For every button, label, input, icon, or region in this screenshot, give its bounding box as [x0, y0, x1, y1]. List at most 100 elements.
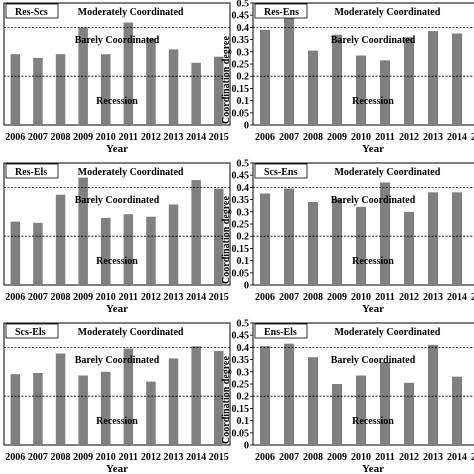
x-tick-label: 2006 [255, 452, 275, 463]
bar [404, 211, 415, 285]
x-tick-label: 2006 [5, 452, 25, 463]
panel-label-box [254, 3, 308, 19]
y-tick-label: 0 [244, 281, 249, 292]
x-axis-label: Year [106, 143, 128, 155]
band-label: Recession [352, 96, 394, 107]
x-tick-label: 2015 [471, 292, 474, 303]
bar [55, 54, 66, 126]
y-tick-label: 0.1 [237, 256, 250, 267]
x-tick-label: 2007 [28, 292, 48, 303]
x-tick-label: 2012 [141, 132, 161, 143]
x-tick-label: 2014 [447, 292, 467, 303]
y-tick-label: 0.05 [232, 428, 250, 439]
x-tick-label: 2015 [209, 132, 229, 143]
x-tick-label: 2008 [51, 452, 71, 463]
band-label: Recession [96, 416, 138, 427]
y-axis-label: Coordination degree [221, 196, 232, 284]
x-tick-label: 2008 [51, 292, 71, 303]
bar [214, 188, 224, 285]
chart-panel: Recession Barely Coordinated Moderately Co… [221, 159, 474, 315]
x-tick-label: 2009 [327, 292, 347, 303]
bar [260, 346, 271, 445]
y-tick-label: 0.05 [232, 108, 250, 119]
bar [10, 54, 21, 126]
x-tick-label: 2009 [327, 452, 347, 463]
y-tick-label: 0 [244, 121, 249, 132]
x-tick-label: 2013 [423, 452, 443, 463]
x-axis-label: Year [362, 463, 384, 474]
y-tick-label: 0.45 [232, 171, 250, 182]
y-axis-label: Coordination degree [221, 356, 232, 444]
bar [260, 193, 271, 285]
y-tick-label: 0 [244, 441, 249, 452]
bar [428, 345, 439, 445]
y-tick-label: 0.35 [232, 195, 250, 206]
y-tick-label: 0.05 [232, 268, 250, 279]
y-tick-label: 0.15 [232, 404, 250, 415]
y-tick-label: 0.25 [232, 60, 250, 71]
x-tick-label: 2011 [119, 132, 138, 143]
bar [428, 192, 439, 285]
band-label: Recession [352, 416, 394, 427]
bar [146, 216, 156, 285]
x-tick-label: 2006 [255, 132, 275, 143]
bar [101, 371, 111, 445]
bar [78, 177, 88, 285]
band-label: Moderately Coordinated [78, 167, 184, 178]
y-tick-label: 0.1 [237, 416, 250, 427]
x-tick-label: 2010 [351, 132, 371, 143]
x-tick-label: 2011 [119, 292, 138, 303]
plot-frame [3, 322, 231, 446]
y-tick-label: 0.4 [237, 343, 250, 354]
chart-panel: Recession Barely Coordinated Moderately Co… [3, 2, 231, 155]
bar [308, 202, 319, 285]
band-label: Recession [352, 256, 394, 267]
x-tick-label: 2014 [447, 452, 467, 463]
x-tick-label: 2013 [164, 292, 184, 303]
x-tick-label: 2008 [303, 132, 323, 143]
y-tick-label: 0.25 [232, 380, 250, 391]
bar [356, 55, 367, 125]
x-axis-label: Year [106, 303, 128, 315]
chart-panel: Recession Barely Coordinated Moderately Co… [221, 319, 474, 474]
panel-label: Res-Scs [15, 7, 48, 18]
x-tick-label: 2013 [423, 132, 443, 143]
x-axis-label: Year [362, 303, 384, 315]
y-tick-label: 0.5 [237, 319, 250, 330]
band-label: Barely Coordinated [331, 35, 416, 46]
panel-label-box [5, 3, 59, 19]
plot-frame [3, 162, 231, 286]
x-tick-label: 2009 [73, 132, 93, 143]
y-tick-label: 0.2 [237, 72, 250, 83]
bar [404, 37, 415, 126]
panel-label: Res-Els [15, 167, 47, 178]
y-tick-label: 0.3 [237, 207, 250, 218]
bar [332, 198, 343, 285]
y-tick-label: 0.35 [232, 35, 250, 46]
band-label: Recession [96, 256, 138, 267]
y-tick-label: 0.3 [237, 47, 250, 58]
x-tick-label: 2011 [119, 452, 138, 463]
x-tick-label: 2008 [51, 132, 71, 143]
x-tick-label: 2010 [351, 452, 371, 463]
bar [146, 381, 156, 445]
y-tick-label: 0.3 [237, 367, 250, 378]
bar [332, 34, 343, 126]
bar [404, 382, 415, 445]
x-tick-label: 2012 [399, 452, 419, 463]
band-label: Recession [96, 96, 138, 107]
x-tick-label: 2007 [279, 292, 299, 303]
band-label: Barely Coordinated [331, 355, 416, 366]
bar [123, 348, 134, 445]
chart-panel: Recession Barely Coordinated Moderately Co… [221, 0, 474, 155]
bar [356, 375, 367, 445]
x-tick-label: 2007 [279, 452, 299, 463]
bar [55, 353, 66, 445]
band-label: Barely Coordinated [75, 195, 160, 206]
y-tick-label: 0.45 [232, 11, 250, 22]
y-tick-label: 0.4 [237, 183, 250, 194]
bar [214, 56, 224, 126]
panel-label: Scs-Els [15, 327, 46, 338]
panel-label-box [254, 323, 308, 339]
